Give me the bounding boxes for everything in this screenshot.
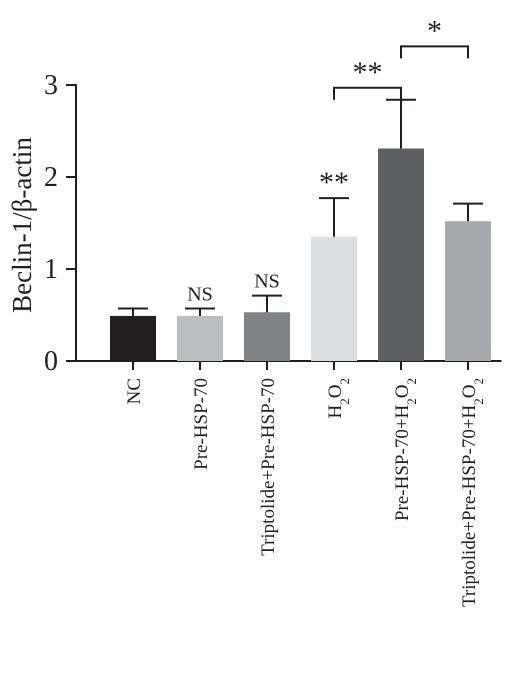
significance-label: ** bbox=[319, 166, 349, 199]
bracket-significance-label: ** bbox=[353, 56, 383, 89]
bar bbox=[177, 315, 223, 361]
x-tick-label: Pre-HSP-70+H2O2 bbox=[392, 378, 419, 521]
y-tick-label: 3 bbox=[44, 70, 58, 101]
x-tick-label: NC bbox=[124, 378, 145, 404]
significance-label: NS bbox=[254, 271, 280, 293]
y-tick-label: 2 bbox=[44, 162, 58, 193]
x-tick-label: Pre-HSP-70 bbox=[191, 378, 212, 470]
bar bbox=[244, 312, 290, 361]
bar bbox=[378, 148, 424, 361]
significance-label: NS bbox=[187, 284, 213, 306]
x-tick-label: Triptolide+Pre-HSP-70 bbox=[258, 378, 279, 556]
bar bbox=[311, 236, 357, 361]
y-axis-label: Beclin-1/β-actin bbox=[7, 137, 37, 313]
comparison-bracket bbox=[333, 86, 402, 100]
comparison-bracket bbox=[400, 45, 469, 59]
bracket-significance-label: * bbox=[427, 14, 442, 47]
x-tick-label: H2O2 bbox=[325, 378, 352, 418]
y-tick-label: 1 bbox=[44, 254, 58, 285]
bar bbox=[110, 315, 156, 361]
x-tick-label: Triptolide+Pre-HSP-70+H2O2 bbox=[459, 378, 486, 607]
y-tick-label: 0 bbox=[44, 346, 58, 377]
bar bbox=[445, 221, 491, 361]
